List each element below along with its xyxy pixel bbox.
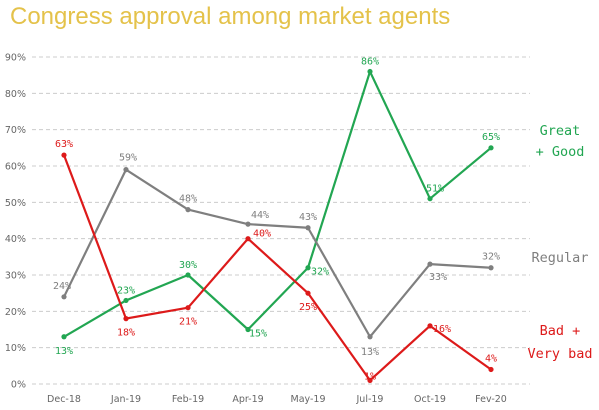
data-point [61,294,67,300]
data-point [488,366,494,373]
data-point [185,207,191,213]
data-label: 86% [361,57,379,68]
data-point [123,297,129,304]
data-label: 32% [482,252,500,263]
series-line [63,168,492,338]
data-label: 25% [299,302,317,313]
data-point [427,261,433,267]
data-label: 63% [55,139,73,150]
y-tick-label: 60% [5,162,26,173]
data-label: 33% [429,272,447,283]
x-tick-label: Jul-19 [356,394,384,405]
data-point [185,272,191,278]
data-point [245,326,251,333]
data-label: 18% [117,328,135,339]
data-label: 65% [482,132,500,143]
data-label: 1% [364,371,376,382]
x-tick-label: May-19 [291,394,326,405]
data-label: 24% [53,281,71,292]
data-label: 32% [311,267,329,278]
y-tick-label: 20% [5,307,26,318]
data-point [245,221,251,227]
data-point [427,196,433,202]
y-tick-label: 70% [5,125,26,136]
y-tick-label: 50% [5,198,26,209]
data-point [245,236,251,242]
x-tick-label: Jan-19 [110,394,141,405]
legend-entry: Great [540,123,581,139]
data-label: 44% [251,210,269,221]
data-label: 40% [253,229,271,240]
data-point [123,316,129,322]
x-tick-label: Oct-19 [414,394,446,405]
grid-lines [32,56,530,385]
data-point [427,323,433,329]
legend-entry: Regular [532,250,589,266]
data-point [488,265,494,271]
y-tick-label: 80% [5,89,26,100]
data-point [367,68,373,75]
series-line [63,70,492,338]
data-label: 48% [179,194,197,205]
data-labels: 13% 23% 30% 15% 32% 86% 51% 65% 24% 59% 48% 44% 43% 1… [53,57,500,383]
x-tick-label: Dec-18 [47,394,81,405]
chart-title: Congress approval among market agents [10,3,450,30]
data-point [61,334,67,340]
legend-entry: Very bad [527,346,592,362]
data-label: 13% [361,347,379,358]
data-point [185,305,191,311]
y-tick-label: 0% [11,380,26,391]
x-tick-label: Feb-19 [172,394,204,405]
data-label: 15% [249,329,267,340]
data-label: 23% [117,285,135,296]
data-point [305,225,311,231]
data-point [305,265,311,271]
data-point [367,334,373,340]
data-point [61,152,67,158]
data-point [123,167,129,173]
legend: Great + Good Regular Bad + Very bad [527,123,592,362]
y-tick-label: 10% [5,343,26,354]
y-axis-ticks: 0% 10% 20% 30% 40% 50% 60% 70% 80% 90% [5,53,26,391]
x-axis-ticks: Dec-18 Jan-19 Feb-19 Apr-19 May-19 Jul-19 Oct-… [47,394,507,405]
data-label: 4% [485,353,497,364]
data-label: 16% [433,324,451,335]
x-tick-label: Apr-19 [232,394,263,405]
data-label: 51% [426,184,444,195]
legend-entry: Bad + [540,323,581,339]
y-tick-label: 90% [5,53,26,64]
data-label: 59% [119,153,137,164]
legend-entry: + Good [536,144,585,160]
series-line [62,154,492,382]
y-tick-label: 40% [5,234,26,245]
data-point [305,290,311,296]
data-label: 30% [179,260,197,271]
data-label: 43% [299,212,317,223]
data-point [367,377,373,383]
y-tick-label: 30% [5,271,26,282]
data-label: 21% [179,317,197,328]
x-tick-label: Fev-20 [475,394,507,405]
data-point [488,145,494,151]
series-layer [61,68,494,383]
data-label: 13% [55,346,73,357]
